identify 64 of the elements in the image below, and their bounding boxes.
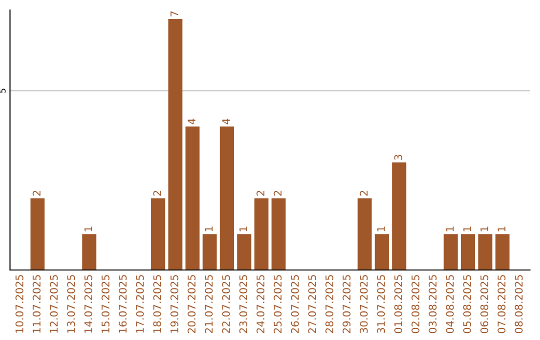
x-tick-label: 27.07.2025 xyxy=(308,275,316,334)
x-tick-label: 30.07.2025 xyxy=(360,275,368,334)
data-label: 1 xyxy=(463,226,471,232)
data-label: 2 xyxy=(360,190,368,196)
bar xyxy=(374,234,389,270)
data-label: 1 xyxy=(498,226,506,232)
data-label: 7 xyxy=(170,11,178,16)
x-tick-label: 20.07.2025 xyxy=(188,275,196,334)
x-tick-label: 23.07.2025 xyxy=(239,275,248,334)
bar xyxy=(151,198,166,270)
x-tick-label: 10.07.2025 xyxy=(15,275,24,333)
x-tick-label: 31.07.2025 xyxy=(377,275,385,334)
x-tick-label: 21.07.2025 xyxy=(204,275,213,334)
bar xyxy=(272,198,286,270)
bar xyxy=(220,126,234,270)
bar xyxy=(202,234,217,270)
x-tick-label: 22.07.2025 xyxy=(222,275,230,334)
bar xyxy=(82,234,96,270)
x-tick-label: 04.08.2025 xyxy=(446,275,454,334)
bar xyxy=(358,198,372,270)
x-tick-label: 03.08.2025 xyxy=(428,275,437,334)
bar xyxy=(392,162,406,270)
bar xyxy=(460,234,476,270)
data-label: 2 xyxy=(153,190,161,196)
x-tick-label: 02.08.2025 xyxy=(412,275,420,334)
data-label: 1 xyxy=(446,226,454,232)
data-label: 1 xyxy=(377,226,385,232)
x-tick-label: 15.07.2025 xyxy=(102,275,110,333)
x-tick-label: 29.07.2025 xyxy=(342,275,351,334)
x-tick-label: 12.07.2025 xyxy=(50,275,58,333)
data-label: 2 xyxy=(274,190,282,196)
data-label: 2 xyxy=(32,190,40,196)
x-tick-label: 16.07.2025 xyxy=(118,275,127,333)
x-tick-label: 17.07.2025 xyxy=(136,275,144,333)
bar xyxy=(237,234,252,270)
data-label: 1 xyxy=(84,226,92,232)
x-tick-label: 25.07.2025 xyxy=(274,275,282,334)
x-tick-label: 06.08.2025 xyxy=(480,275,488,334)
bar xyxy=(30,198,45,270)
x-tick-label: 26.07.2025 xyxy=(290,275,299,334)
data-label: 2 xyxy=(256,190,264,196)
data-label: 1 xyxy=(239,226,248,232)
x-tick-label: 07.08.2025 xyxy=(498,275,506,334)
data-label: 3 xyxy=(394,154,402,160)
bar xyxy=(254,198,268,270)
x-tick-label: 19.07.2025 xyxy=(170,275,178,333)
bar xyxy=(168,18,182,270)
bar xyxy=(444,234,458,270)
x-tick-label: 14.07.2025 xyxy=(84,275,92,333)
data-label: 4 xyxy=(222,118,230,124)
x-tick-label: 05.08.2025 xyxy=(463,275,472,334)
x-tick-label: 28.07.2025 xyxy=(325,275,334,334)
x-tick-label: 18.07.2025 xyxy=(153,275,162,333)
data-label: 4 xyxy=(188,118,196,124)
data-label: 1 xyxy=(205,226,213,232)
bar xyxy=(495,234,510,270)
x-tick-label: 08.08.2025 xyxy=(514,275,523,334)
x-tick-label: 01.08.2025 xyxy=(394,275,402,334)
bar xyxy=(185,126,200,270)
x-tick-label: 24.07.2025 xyxy=(256,275,264,334)
data-label: 1 xyxy=(480,226,488,232)
x-tick-label: 11.07.2025 xyxy=(32,275,41,333)
bar xyxy=(478,234,492,270)
x-tick-label: 13.07.2025 xyxy=(67,275,76,333)
